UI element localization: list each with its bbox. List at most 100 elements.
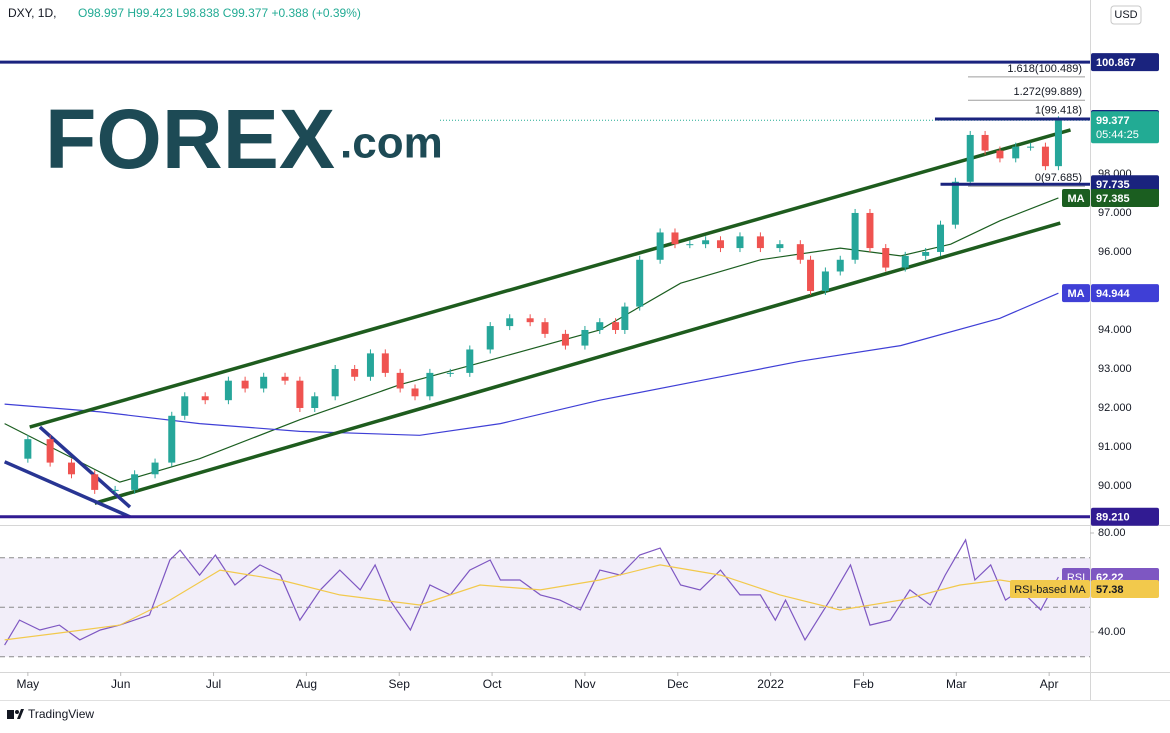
- ohlc: O98.997 H99.423 L98.838 C99.377 +0.388 (…: [78, 6, 361, 20]
- level-label: 100.867: [1096, 57, 1136, 69]
- x-tick-label: Feb: [853, 677, 874, 691]
- candle: [396, 372, 404, 389]
- x-tick-label: Dec: [667, 677, 688, 691]
- logo-suffix: .com: [340, 119, 443, 168]
- ma-tag: MA: [1067, 193, 1084, 205]
- candle: [756, 236, 764, 249]
- candle: [168, 415, 176, 463]
- candle: [506, 318, 514, 327]
- candle: [686, 244, 694, 246]
- x-tick-label: Mar: [946, 677, 967, 691]
- level-label: 89.210: [1096, 512, 1130, 524]
- level-label-box: [1091, 53, 1159, 72]
- candle: [201, 396, 209, 401]
- footer-brand: TradingView: [28, 707, 94, 721]
- x-tick-label: Sep: [389, 677, 411, 691]
- x-tick-label: Jun: [111, 677, 130, 691]
- trendline: [94, 221, 1061, 505]
- y-tick-label: 90.000: [1098, 480, 1132, 492]
- candle: [24, 439, 32, 459]
- candle: [716, 240, 724, 249]
- candle: [331, 368, 339, 397]
- candle: [466, 349, 474, 373]
- candle: [937, 224, 945, 252]
- candle: [260, 376, 268, 389]
- last-price-label: 99.377: [1096, 115, 1130, 127]
- trendline: [29, 128, 1071, 429]
- candle: [621, 306, 629, 330]
- rsi-value: 57.38: [1096, 584, 1124, 596]
- fib-label: 1.272(99.889): [1014, 86, 1083, 98]
- ma-tag: MA: [1067, 288, 1084, 300]
- ma-tag-box: [1062, 188, 1090, 207]
- moving-average: [4, 292, 1059, 436]
- candle: [996, 150, 1004, 159]
- ma-tag-box: [1062, 284, 1090, 303]
- candle: [636, 259, 644, 307]
- y-tick-label: 40.00: [1098, 626, 1126, 638]
- candle: [281, 376, 289, 381]
- candle: [311, 396, 319, 408]
- candle: [381, 353, 389, 373]
- candle: [446, 372, 454, 374]
- currency[interactable]: USD: [1114, 9, 1137, 21]
- countdown: 05:44:25: [1096, 129, 1139, 141]
- candle: [561, 333, 569, 346]
- candle: [296, 380, 304, 408]
- ma-value: 97.385: [1096, 193, 1130, 205]
- y-tick-label: 91.000: [1098, 441, 1132, 453]
- currency-box[interactable]: [1110, 5, 1142, 25]
- y-tick-label: 96.000: [1098, 246, 1132, 258]
- legend-label: RSI-based MA: [1014, 584, 1086, 596]
- x-tick-label: 2022: [757, 677, 784, 691]
- candle: [671, 232, 679, 245]
- candle: [981, 134, 989, 151]
- symbol: DXY, 1D,: [8, 6, 56, 20]
- candle: [67, 462, 75, 475]
- candle: [702, 240, 710, 245]
- candle: [411, 388, 419, 397]
- candle: [901, 255, 909, 268]
- ma-value-box: [1091, 284, 1159, 303]
- candle: [922, 251, 930, 256]
- x-tick-label: Oct: [483, 677, 502, 691]
- candle: [46, 439, 54, 463]
- candle: [224, 380, 232, 401]
- candle: [541, 322, 549, 334]
- legend-box: [1010, 579, 1090, 598]
- candle: [656, 232, 664, 260]
- x-tick-label: Apr: [1040, 677, 1059, 691]
- candle: [1041, 146, 1049, 167]
- level-label-box: [1091, 175, 1159, 194]
- candle: [1012, 146, 1020, 159]
- x-tick-label: May: [17, 677, 40, 691]
- candle: [807, 259, 815, 291]
- candle: [821, 271, 829, 291]
- logo: FOREX: [45, 92, 335, 186]
- candle: [526, 318, 534, 323]
- rsi-value-box: [1091, 579, 1159, 598]
- candle: [151, 462, 159, 475]
- candle: [131, 474, 139, 490]
- candle: [776, 244, 784, 249]
- ma-value-box: [1091, 188, 1159, 207]
- candle: [426, 372, 434, 397]
- last-price-box: [1091, 111, 1159, 144]
- candle: [351, 368, 359, 377]
- candle: [966, 134, 974, 182]
- y-tick-label: 93.000: [1098, 363, 1132, 375]
- x-tick-label: Aug: [296, 677, 317, 691]
- candle: [181, 396, 189, 416]
- candle: [951, 181, 959, 225]
- y-tick-label: 94.000: [1098, 324, 1132, 336]
- candle: [596, 322, 604, 330]
- candle: [866, 212, 874, 249]
- candle: [612, 322, 620, 330]
- x-tick-label: Jul: [206, 677, 221, 691]
- candle: [111, 489, 119, 491]
- trendline: [3, 460, 131, 519]
- rsi-line: [4, 564, 1059, 641]
- candle: [241, 380, 249, 389]
